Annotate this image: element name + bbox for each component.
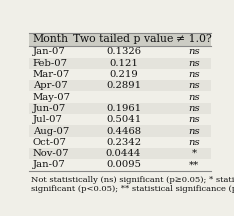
Text: Mar-07: Mar-07 [33, 70, 70, 79]
Text: Jan-07: Jan-07 [33, 160, 66, 170]
Text: 0.0444: 0.0444 [106, 149, 141, 158]
Text: ns: ns [188, 70, 200, 79]
Text: ns: ns [188, 93, 200, 102]
Text: 0.219: 0.219 [109, 70, 138, 79]
Text: ns: ns [188, 47, 200, 56]
FancyBboxPatch shape [29, 80, 211, 91]
Text: 0.5041: 0.5041 [106, 115, 141, 124]
Text: Jul-07: Jul-07 [33, 115, 63, 124]
Text: 0.2342: 0.2342 [106, 138, 141, 147]
Text: ns: ns [188, 115, 200, 124]
Text: 0.1326: 0.1326 [106, 47, 141, 56]
Text: Nov-07: Nov-07 [33, 149, 69, 158]
Text: Aug-07: Aug-07 [33, 127, 69, 135]
Text: Oct-07: Oct-07 [33, 138, 67, 147]
Text: **: ** [189, 160, 199, 170]
FancyBboxPatch shape [29, 57, 211, 69]
Text: ns: ns [188, 59, 200, 68]
Text: 0.1961: 0.1961 [106, 104, 141, 113]
Text: 0.0095: 0.0095 [106, 160, 141, 170]
Text: ns: ns [188, 127, 200, 135]
Text: 0.2891: 0.2891 [106, 81, 141, 90]
FancyBboxPatch shape [29, 103, 211, 114]
Text: *: * [192, 149, 197, 158]
Text: 0.121: 0.121 [109, 59, 138, 68]
Text: ≠ 1.0?: ≠ 1.0? [176, 34, 212, 44]
Text: Apr-07: Apr-07 [33, 81, 67, 90]
Text: Jan-07: Jan-07 [33, 47, 66, 56]
Text: Two tailed p value: Two tailed p value [73, 34, 174, 44]
Text: May-07: May-07 [33, 93, 71, 102]
Text: ns: ns [188, 104, 200, 113]
Text: ns: ns [188, 138, 200, 147]
Text: Feb-07: Feb-07 [33, 59, 68, 68]
Text: Jun-07: Jun-07 [33, 104, 66, 113]
Text: 0.4468: 0.4468 [106, 127, 141, 135]
Text: ns: ns [188, 81, 200, 90]
Text: Not statistically (ns) significant (p≥0.05); * statistically
significant (p<0.05: Not statistically (ns) significant (p≥0.… [31, 176, 234, 193]
Text: Month: Month [33, 34, 69, 44]
FancyBboxPatch shape [29, 33, 211, 46]
FancyBboxPatch shape [29, 125, 211, 137]
FancyBboxPatch shape [29, 148, 211, 159]
